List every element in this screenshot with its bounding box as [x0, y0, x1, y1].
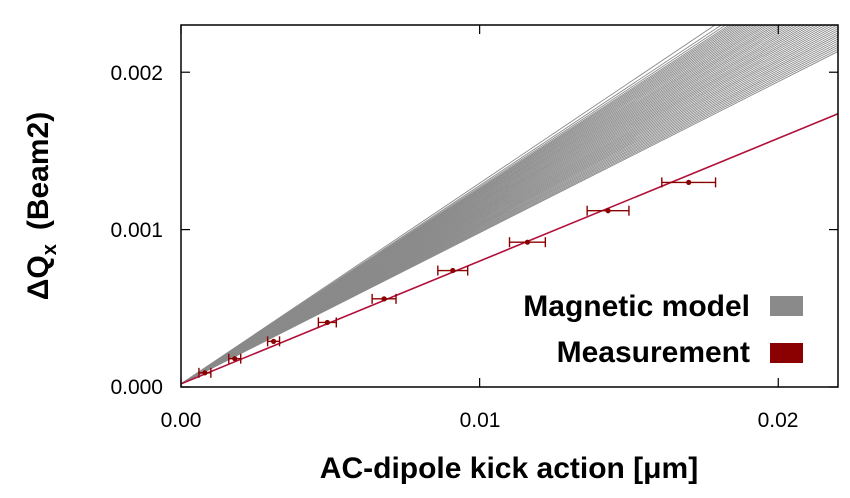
- measurement-points: [198, 177, 717, 378]
- measurement-point: [661, 177, 717, 188]
- measurement-dot: [450, 267, 456, 274]
- measurement-dot: [686, 179, 692, 185]
- measurement-point: [586, 205, 630, 216]
- model-line: [181, 25, 716, 385]
- y-axis-title: ΔQx (Beam2): [22, 112, 61, 300]
- legend-swatch-magnetic-model: [770, 296, 803, 316]
- y-tick-label-0: 0.000: [110, 376, 163, 399]
- measurement-fit-line: [181, 113, 838, 385]
- y-tick-label-1: 0.001: [110, 219, 163, 242]
- measurement-dot: [381, 296, 387, 302]
- x-axis-title: AC-dipole kick action [μm]: [320, 452, 698, 485]
- y-axis-title-main: ΔQ: [22, 255, 55, 300]
- measurement-dot: [524, 239, 531, 245]
- magnetic-model-lines: [181, 25, 838, 385]
- legend-label-measurement: Measurement: [557, 336, 750, 369]
- plot-frame: [180, 24, 839, 388]
- x-tick-label-1: 0.01: [460, 409, 501, 432]
- measurement-dot: [324, 319, 330, 326]
- measurement-point: [228, 353, 242, 364]
- measurement-point: [508, 237, 547, 248]
- x-tick-label-2: 0.02: [758, 409, 799, 432]
- measurement-dot: [232, 356, 238, 362]
- y-tick-label-2: 0.002: [110, 62, 163, 85]
- y-axis-title-sub: x: [39, 244, 61, 255]
- axis-ticks: [180, 25, 838, 388]
- model-line: [181, 25, 727, 385]
- measurement-dot: [202, 370, 208, 376]
- legend: Magnetic model Measurement: [523, 290, 803, 369]
- legend-swatch-measurement: [770, 343, 803, 363]
- measurement-point: [198, 367, 212, 378]
- measurement-dot: [270, 338, 277, 344]
- measurement-point: [266, 336, 281, 347]
- model-line: [181, 25, 723, 385]
- x-tick-label-0: 0.00: [161, 409, 202, 432]
- fit-line: [181, 113, 838, 385]
- measurement-point: [437, 265, 469, 276]
- y-axis-title-paren: (Beam2): [22, 112, 55, 230]
- measurement-point: [317, 317, 337, 328]
- legend-label-magnetic-model: Magnetic model: [523, 290, 750, 323]
- measurement-point: [371, 293, 397, 304]
- measurement-dot: [605, 208, 611, 214]
